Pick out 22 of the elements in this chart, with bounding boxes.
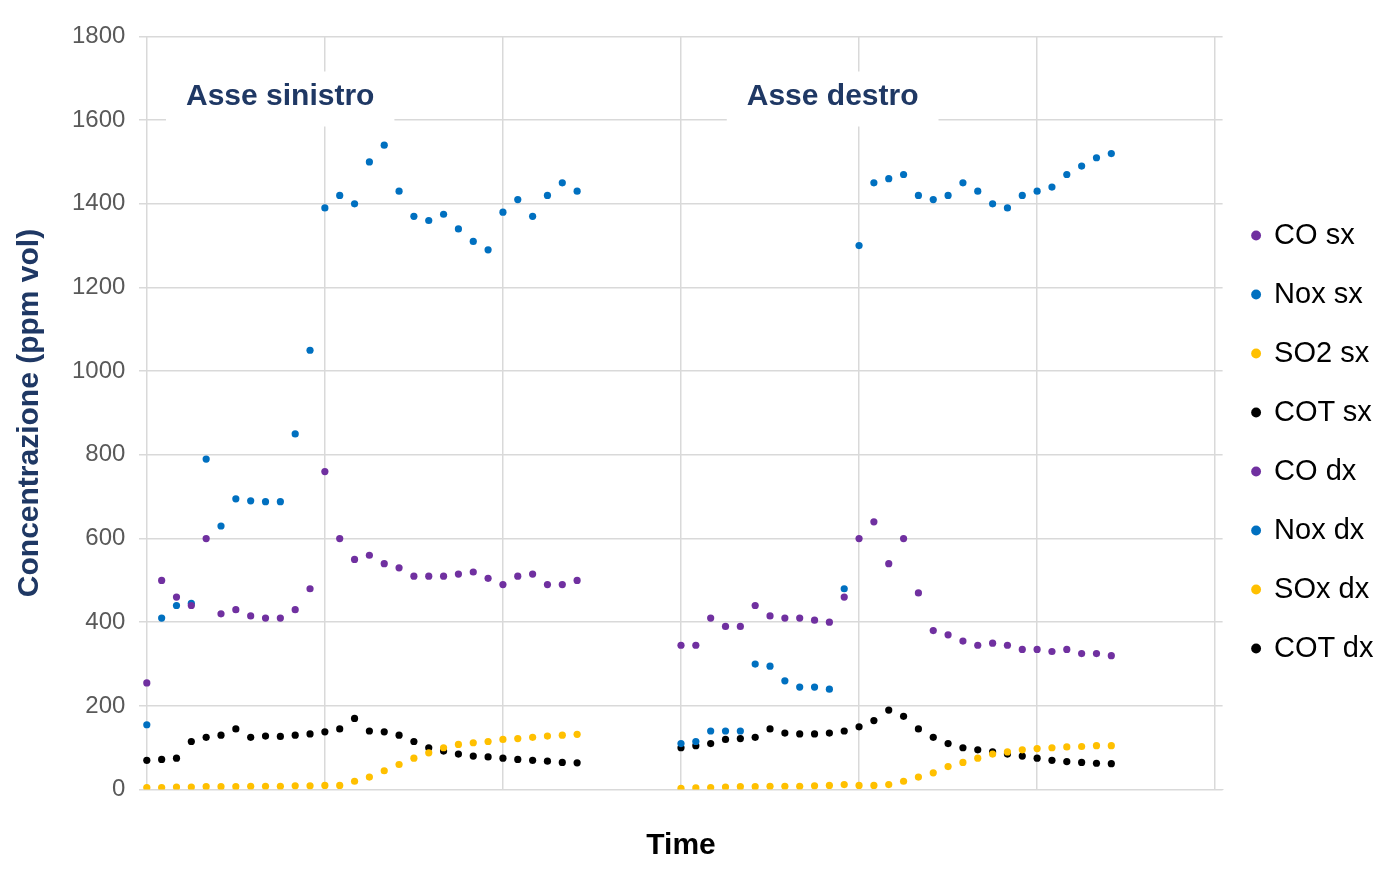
- legend-label: CO dx: [1274, 453, 1357, 486]
- y-tick-label: 600: [85, 523, 126, 551]
- annotation: Asse destro: [746, 77, 919, 111]
- legend-label: COT sx: [1274, 394, 1373, 427]
- legend-label: SO2 sx: [1274, 335, 1370, 368]
- annotation: Asse sinistro: [186, 77, 375, 111]
- y-tick-label: 1400: [72, 188, 126, 216]
- legend-label: Nox dx: [1274, 512, 1365, 545]
- legend-label: CO sx: [1274, 217, 1356, 250]
- y-axis-title: Concentrazione (ppm vol): [11, 228, 45, 598]
- y-tick-label: 1000: [72, 355, 126, 383]
- x-axis-title: Time: [646, 827, 716, 861]
- y-tick-label: 400: [85, 606, 126, 634]
- y-tick-label: 1200: [72, 272, 126, 300]
- y-tick-label: 800: [85, 439, 126, 467]
- y-tick-label: 1600: [72, 104, 126, 132]
- y-tick-label: 1800: [72, 21, 126, 49]
- y-tick-label: 200: [85, 690, 126, 718]
- legend-label: SOx dx: [1274, 571, 1370, 604]
- legend-label: COT dx: [1274, 630, 1374, 663]
- legend-label: Nox sx: [1274, 276, 1364, 309]
- y-tick-label: 0: [112, 774, 126, 802]
